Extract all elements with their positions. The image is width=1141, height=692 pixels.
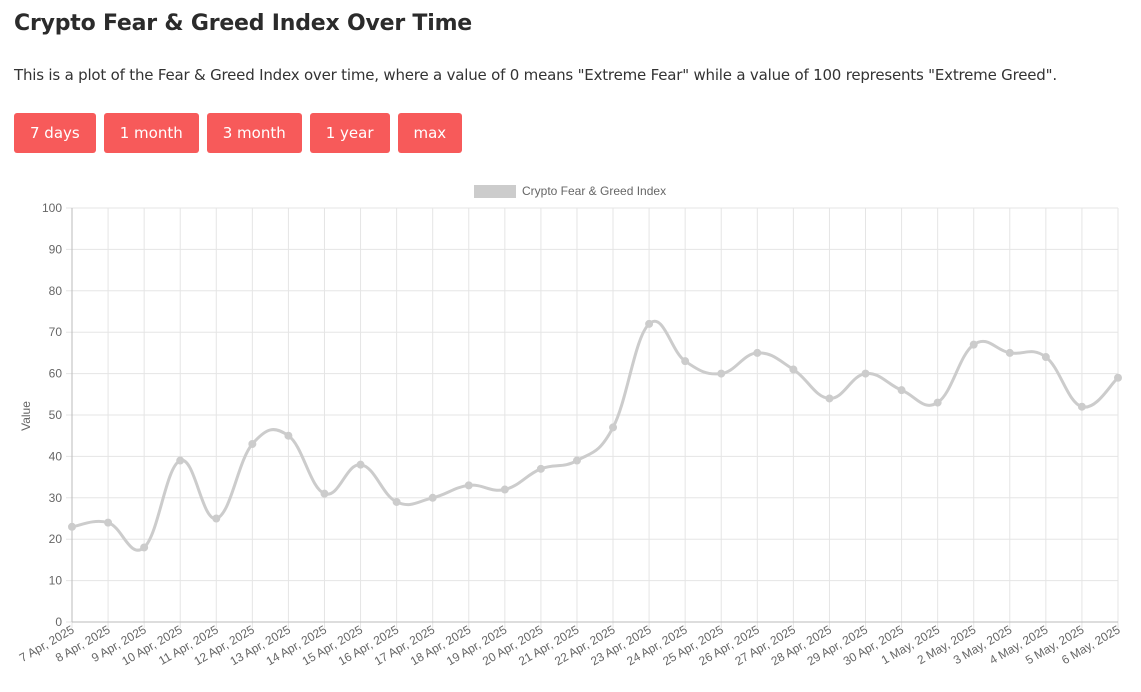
y-tick-label: 40 — [49, 449, 63, 463]
data-point[interactable] — [681, 357, 690, 366]
data-point[interactable] — [645, 319, 654, 328]
y-axis-ticks: 0 10 20 30 40 50 60 70 80 90 100 — [42, 201, 62, 629]
y-tick-label: 60 — [49, 367, 63, 381]
data-point[interactable] — [969, 340, 978, 349]
data-point[interactable] — [176, 456, 185, 465]
range-button-3-month[interactable]: 3 month — [206, 113, 302, 153]
data-point[interactable] — [897, 386, 906, 395]
range-button-1-year[interactable]: 1 year — [309, 113, 390, 153]
data-point[interactable] — [500, 485, 509, 494]
data-point[interactable] — [789, 365, 798, 374]
y-tick-label: 20 — [49, 532, 63, 546]
legend[interactable]: Crypto Fear & Greed Index — [474, 184, 666, 198]
series-points — [68, 319, 1122, 552]
page-description: This is a plot of the Fear & Greed Index… — [14, 66, 1057, 84]
range-button-7-days[interactable]: 7 days — [14, 113, 96, 153]
range-button-max[interactable]: max — [397, 113, 463, 153]
data-point[interactable] — [1077, 402, 1086, 411]
data-point[interactable] — [428, 493, 437, 502]
data-point[interactable] — [464, 481, 473, 490]
y-tick-label: 50 — [49, 408, 63, 422]
y-tick-label: 0 — [55, 615, 62, 629]
legend-swatch — [474, 185, 516, 198]
y-tick-label: 10 — [49, 574, 63, 588]
data-point[interactable] — [392, 497, 401, 506]
data-point[interactable] — [861, 369, 870, 378]
data-point[interactable] — [248, 439, 257, 448]
legend-label: Crypto Fear & Greed Index — [522, 184, 666, 198]
data-point[interactable] — [1041, 353, 1050, 362]
data-point[interactable] — [609, 423, 618, 432]
data-point[interactable] — [320, 489, 329, 498]
y-tick-label: 70 — [49, 325, 63, 339]
data-point[interactable] — [284, 431, 293, 440]
data-point[interactable] — [572, 456, 581, 465]
data-point[interactable] — [933, 398, 942, 407]
y-tick-label: 30 — [49, 491, 63, 505]
series-line — [71, 319, 1120, 552]
data-point[interactable] — [356, 460, 365, 469]
data-point[interactable] — [717, 369, 726, 378]
data-point[interactable] — [212, 514, 221, 523]
range-button-group: 7 days 1 month 3 month 1 year max — [14, 113, 470, 153]
grid — [66, 207, 1119, 628]
fear-greed-line-chart: Crypto Fear & Greed Index Value 0 10 20 30 4… — [17, 184, 1123, 668]
data-point[interactable] — [825, 394, 834, 403]
y-tick-label: 90 — [49, 242, 63, 256]
data-point[interactable] — [1114, 373, 1122, 382]
data-point[interactable] — [753, 348, 762, 357]
y-axis-label: Value — [19, 401, 33, 431]
data-point[interactable] — [68, 522, 76, 531]
data-point[interactable] — [536, 464, 545, 473]
data-point[interactable] — [104, 518, 113, 527]
y-tick-label: 100 — [42, 201, 62, 215]
data-point[interactable] — [1005, 348, 1014, 357]
data-point[interactable] — [140, 543, 149, 552]
page-title: Crypto Fear & Greed Index Over Time — [14, 11, 473, 36]
range-button-1-month[interactable]: 1 month — [103, 113, 199, 153]
y-tick-label: 80 — [49, 284, 63, 298]
